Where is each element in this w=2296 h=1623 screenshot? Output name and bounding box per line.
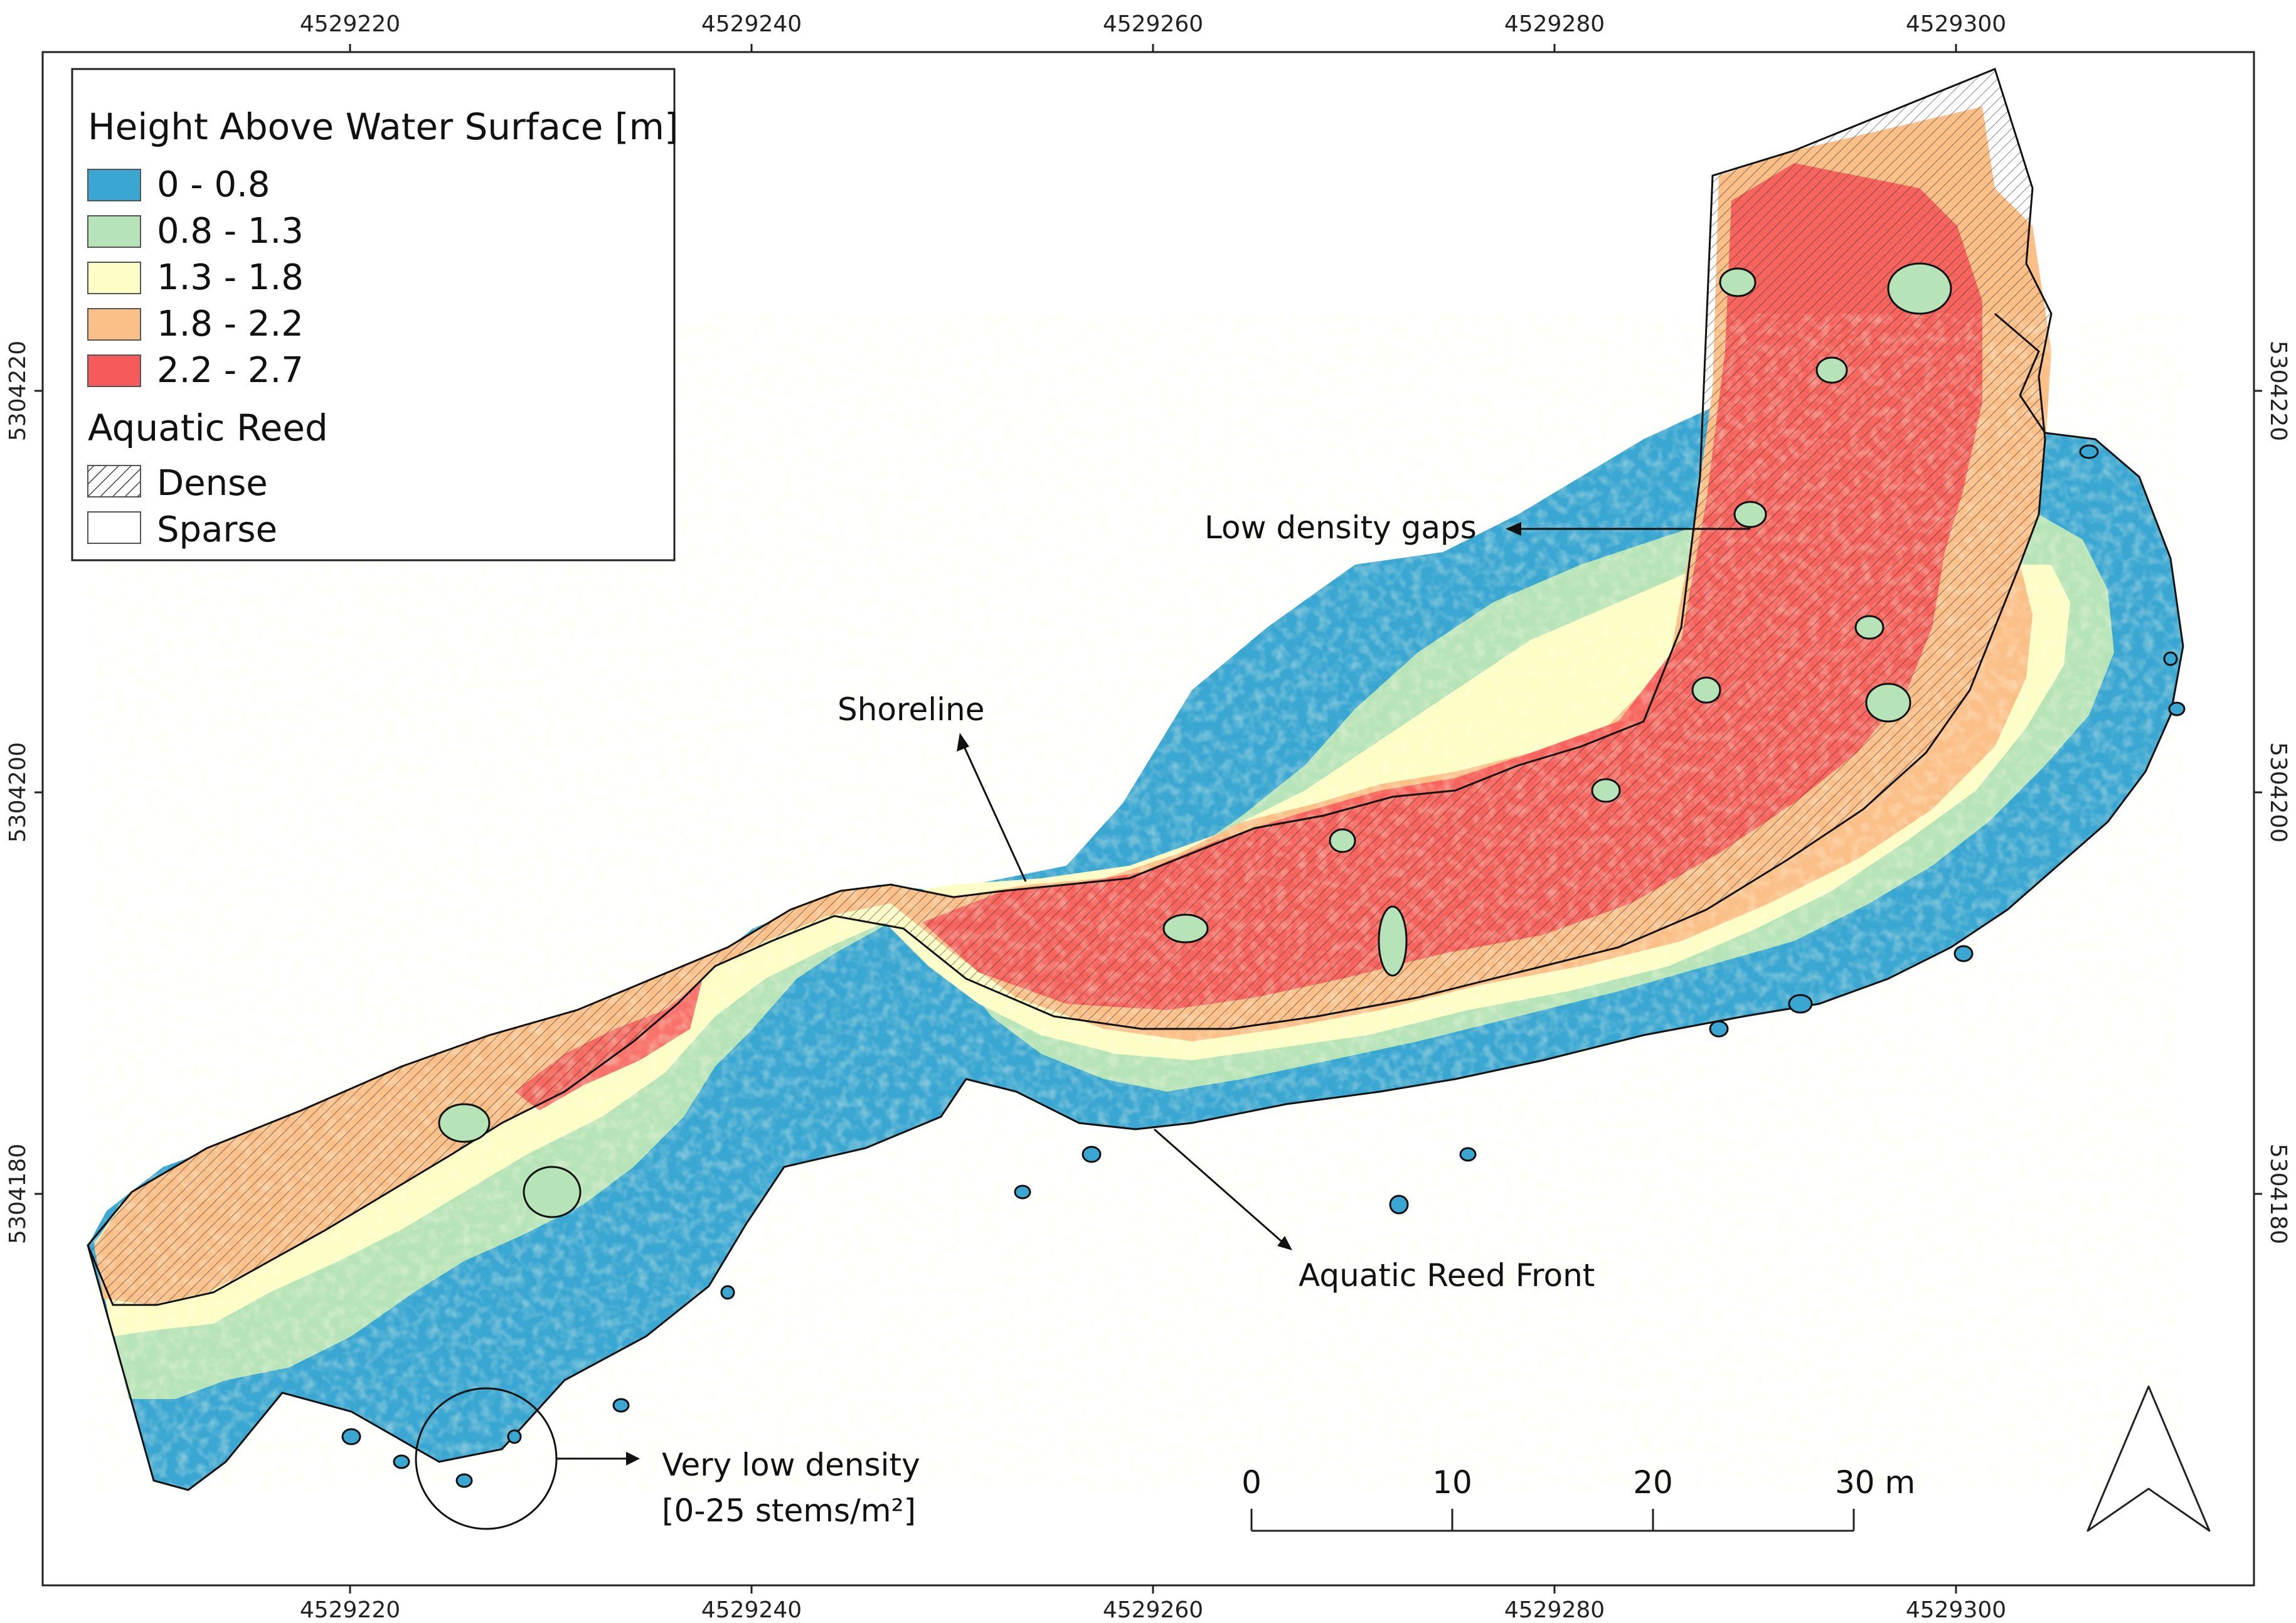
- very-low-density-arrowhead: [626, 1452, 640, 1466]
- x-tick-top-2: 4529240: [701, 11, 802, 37]
- legend-reed-title: Aquatic Reed: [88, 407, 328, 449]
- y-tick-left-2: 5304200: [5, 742, 31, 843]
- legend-label-4: 2.2 - 2.7: [157, 350, 304, 391]
- legend-swatch-4: [87, 354, 141, 387]
- aquatic-reed-front: [87, 312, 2184, 1491]
- legend-swatch-3: [87, 308, 141, 341]
- y-tick-right-1: 5304220: [2265, 341, 2291, 441]
- label-aquatic-reed-front: Aquatic Reed Front: [1299, 1257, 1595, 1294]
- scale-label-20: 20: [1633, 1464, 1673, 1501]
- y-tick-right-2: 5304200: [2265, 742, 2291, 843]
- scale-label-30: 30 m: [1835, 1464, 1915, 1501]
- legend-label-3: 1.8 - 2.2: [157, 304, 304, 344]
- gaps-arrowhead: [1506, 522, 1521, 536]
- x-axis-ticks: [349, 44, 1957, 1594]
- legend-label-1: 0.8 - 1.3: [157, 211, 304, 252]
- legend-label-dense: Dense: [157, 463, 268, 504]
- legend-swatch-1: [87, 215, 141, 248]
- y-tick-left-1: 5304220: [5, 341, 31, 441]
- x-tick-bottom-4: 4529280: [1504, 1597, 1605, 1623]
- label-stems-range: [0-25 stems/m²]: [662, 1493, 916, 1529]
- low-density-gap-patches: [438, 262, 1952, 1218]
- scale-label-0: 0: [1241, 1464, 1262, 1501]
- reed-front-arrowhead: [1277, 1236, 1292, 1250]
- legend-swatch-2: [87, 262, 141, 294]
- legend-swatch-dense: [87, 465, 141, 498]
- legend-label-0: 0 - 0.8: [157, 164, 270, 205]
- y-tick-right-3: 5304180: [2265, 1144, 2291, 1244]
- x-tick-top-1: 4529220: [300, 11, 400, 37]
- north-arrow-icon: [2086, 1385, 2211, 1532]
- x-tick-top-4: 4529280: [1504, 11, 1605, 37]
- shoreline-arrowhead: [957, 733, 969, 752]
- legend: Height Above Water Surface [m] 0 - 0.8 0…: [71, 68, 679, 561]
- legend-swatch-sparse: [87, 511, 141, 544]
- x-tick-bottom-2: 4529240: [701, 1597, 802, 1623]
- shoreline-arrow: [959, 737, 1027, 882]
- map-frame: [41, 51, 2255, 1587]
- y-axis-ticks: [35, 390, 2262, 1195]
- label-shoreline: Shoreline: [837, 691, 984, 728]
- detached-reed-patches: [341, 444, 2186, 1488]
- reed-front-arrow: [1154, 1128, 1287, 1247]
- dense-reed-zone: [87, 67, 2053, 1306]
- legend-swatch-0: [87, 169, 141, 201]
- x-tick-bottom-1: 4529220: [300, 1597, 400, 1623]
- scale-label-10: 10: [1432, 1464, 1472, 1501]
- x-tick-bottom-3: 4529260: [1103, 1597, 1203, 1623]
- y-tick-left-3: 5304180: [5, 1144, 31, 1244]
- scale-bar: [1250, 1509, 1855, 1532]
- x-tick-top-3: 4529260: [1103, 11, 1203, 37]
- legend-box: [71, 68, 676, 561]
- very-low-density-circle: [415, 1387, 558, 1530]
- legend-height-title: Height Above Water Surface [m]: [88, 105, 679, 148]
- x-tick-top-5: 4529300: [1906, 11, 2006, 37]
- x-tick-bottom-5: 4529300: [1906, 1597, 2006, 1623]
- legend-label-2: 1.3 - 1.8: [157, 257, 304, 298]
- label-low-density-gaps: Low density gaps: [1204, 509, 1477, 546]
- label-very-low-density: Very low density: [662, 1447, 920, 1483]
- legend-label-sparse: Sparse: [157, 509, 277, 550]
